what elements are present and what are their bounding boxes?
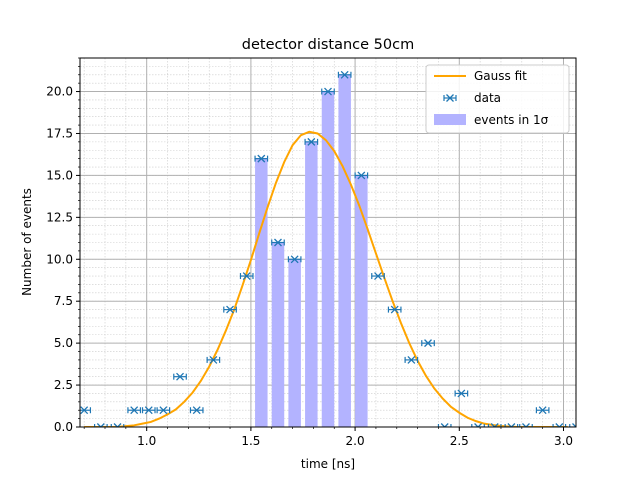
bar xyxy=(288,259,301,427)
x-marker xyxy=(324,87,332,96)
data-point xyxy=(141,406,156,415)
data-point xyxy=(471,423,485,427)
y-tick-label: 12.5 xyxy=(46,210,73,224)
data-point xyxy=(552,423,567,427)
x-marker xyxy=(374,272,382,281)
x-marker xyxy=(96,423,105,427)
x-marker xyxy=(457,389,466,398)
x-marker xyxy=(424,339,432,348)
data-point xyxy=(487,423,502,427)
legend-label-events: events in 1σ xyxy=(474,113,549,127)
chart-title: detector distance 50cm xyxy=(242,37,414,53)
x-marker xyxy=(176,372,184,381)
x-marker xyxy=(159,406,168,415)
y-tick-label: 7.5 xyxy=(54,294,73,308)
x-tick-label: 2.0 xyxy=(346,434,365,448)
bar xyxy=(255,158,268,428)
x-tick-label: 3.0 xyxy=(554,434,573,448)
bar xyxy=(321,91,335,427)
y-tick-label: 10.0 xyxy=(46,252,73,266)
x-tick-label: 1.5 xyxy=(241,434,260,448)
x-axis-label: time [ns] xyxy=(301,457,355,471)
y-tick-label: 5.0 xyxy=(54,336,73,350)
y-tick-label: 20.0 xyxy=(46,85,73,99)
bar xyxy=(338,74,351,427)
bar xyxy=(271,242,285,427)
data-points xyxy=(80,70,576,427)
legend: Gauss fit data events in 1σ xyxy=(425,64,570,134)
data-point xyxy=(156,406,171,415)
data-point xyxy=(110,423,125,427)
legend-label-gauss-fit: Gauss fit xyxy=(474,69,527,83)
y-tick-label: 17.5 xyxy=(46,126,73,140)
y-tick-label: 0.0 xyxy=(54,420,73,434)
y-tick-label: 2.5 xyxy=(54,378,73,392)
data-point xyxy=(304,137,319,146)
x-marker xyxy=(390,305,399,314)
data-point xyxy=(254,154,269,163)
x-marker xyxy=(440,423,449,427)
y-axis-label: Number of events xyxy=(20,188,34,296)
data-point xyxy=(321,87,335,96)
data-point xyxy=(404,355,419,364)
data-point xyxy=(371,272,385,281)
gauss-fit-line xyxy=(84,130,568,427)
x-marker xyxy=(522,423,530,427)
bar xyxy=(305,141,318,427)
x-tick-label: 1.0 xyxy=(137,434,156,448)
x-marker xyxy=(192,406,201,415)
x-marker xyxy=(130,406,139,415)
x-marker xyxy=(572,423,576,427)
x-marker xyxy=(113,423,122,427)
data-point xyxy=(287,255,302,264)
x-marker xyxy=(209,355,218,364)
plot-area: 1.0 1.5 2.0 2.5 3.0 0.0 2.5 5.0 7.5 10.0 12.5 15.0 1… xyxy=(46,57,577,448)
data-point xyxy=(437,423,452,427)
data-point xyxy=(189,406,204,415)
legend-label-data: data xyxy=(474,91,501,105)
y-tick-label: 15.0 xyxy=(46,168,73,182)
x-marker xyxy=(290,255,299,264)
x-marker xyxy=(226,305,235,314)
legend-swatch-events xyxy=(434,114,466,125)
data-point xyxy=(387,305,402,314)
data-point xyxy=(337,70,352,79)
data-point xyxy=(354,171,369,180)
legend-marker-data xyxy=(446,94,454,102)
x-marker xyxy=(474,423,483,427)
x-tick-label: 2.5 xyxy=(450,434,469,448)
data-point xyxy=(173,372,187,381)
data-point xyxy=(239,272,254,281)
data-point xyxy=(519,423,533,427)
x-marker xyxy=(555,423,564,427)
x-marker xyxy=(538,406,547,415)
data-point xyxy=(127,406,142,415)
data-point xyxy=(504,423,519,427)
x-marker xyxy=(507,423,516,427)
data-point xyxy=(454,389,469,398)
data-point xyxy=(223,305,237,314)
data-point xyxy=(206,355,221,364)
x-marker xyxy=(274,238,282,247)
x-marker xyxy=(257,154,266,163)
x-marker xyxy=(340,70,349,79)
x-marker xyxy=(80,406,89,415)
bar xyxy=(355,175,368,427)
x-marker xyxy=(357,171,366,180)
data-point xyxy=(535,406,550,415)
x-marker xyxy=(490,423,499,427)
data-point xyxy=(421,339,435,348)
data-point xyxy=(93,423,108,427)
x-marker xyxy=(407,355,416,364)
data-point xyxy=(569,423,576,427)
x-marker xyxy=(144,406,153,415)
x-marker xyxy=(242,272,251,281)
data-point xyxy=(271,238,285,247)
x-marker xyxy=(307,137,316,146)
